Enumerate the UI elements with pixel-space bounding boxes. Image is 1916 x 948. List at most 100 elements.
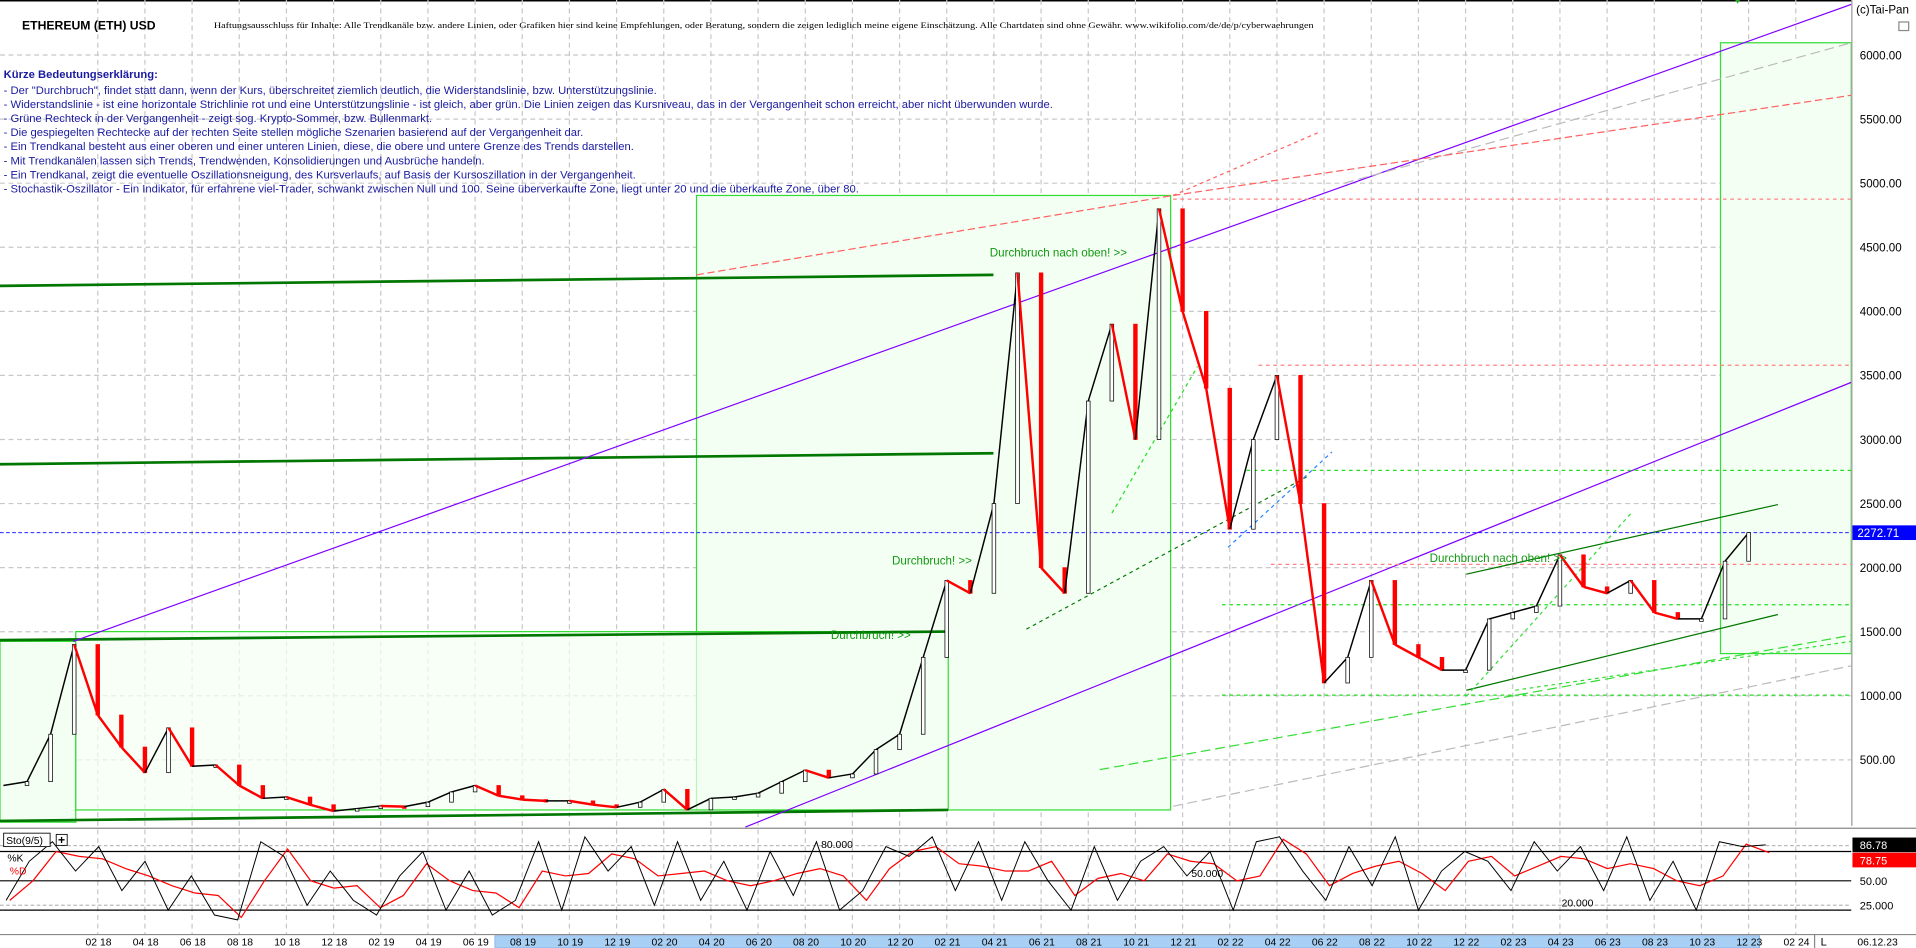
candle xyxy=(1180,208,1185,312)
candle xyxy=(755,792,761,798)
candle xyxy=(1652,580,1657,613)
price-segment xyxy=(734,792,759,798)
candle xyxy=(119,714,124,748)
plus-icon[interactable]: + xyxy=(58,833,65,847)
y-tick-label: 4500.00 xyxy=(1860,242,1902,255)
price-segment xyxy=(592,803,617,809)
x-tick-label: 08 22 xyxy=(1359,938,1385,948)
candle xyxy=(1086,400,1091,594)
candle xyxy=(48,733,53,783)
x-tick-label: 04 22 xyxy=(1265,938,1291,948)
price-segment xyxy=(1583,585,1608,595)
price-segment xyxy=(969,503,995,594)
collapse-button[interactable] xyxy=(1898,21,1910,32)
candle xyxy=(944,580,949,658)
legend-line: - Der "Durchbruch", findet statt dann, w… xyxy=(4,85,657,97)
bull-rect-projection xyxy=(1719,42,1852,655)
price-segment xyxy=(898,657,924,735)
price-segment xyxy=(1323,656,1349,684)
candle xyxy=(1675,612,1681,620)
price-segment xyxy=(922,580,948,658)
k-label: %K xyxy=(7,853,23,864)
disclaimer-text: Haftungsausschluss für Inhalte: Alle Tre… xyxy=(214,20,1315,30)
candle xyxy=(1038,272,1044,569)
bull-rect-2017 xyxy=(0,640,77,823)
x-tick-label: 06 18 xyxy=(180,938,206,948)
y-tick-label: 3500.00 xyxy=(1860,370,1902,383)
price-segment xyxy=(1181,310,1208,389)
legend-line: - Grüne Rechteck in der Vergangenheit - … xyxy=(4,113,432,125)
marker-triangle-icon xyxy=(1735,0,1741,4)
price-segment xyxy=(875,733,900,751)
d-label: %D xyxy=(10,867,27,878)
x-tick-label: 12 20 xyxy=(887,938,913,948)
y-tick-label: 3000.00 xyxy=(1860,434,1902,447)
price-segment xyxy=(946,579,971,595)
candle xyxy=(850,773,855,779)
price-segment xyxy=(286,795,311,806)
candle xyxy=(449,791,454,803)
candle xyxy=(1510,612,1515,620)
legend-line: - Stochastik-Oszillator - Ein Indikator,… xyxy=(4,183,859,195)
candle xyxy=(920,656,926,735)
add-indicator-button[interactable] xyxy=(55,833,68,846)
price-segment xyxy=(333,807,358,812)
y-tick-label: 4000.00 xyxy=(1860,306,1902,319)
candle xyxy=(166,727,171,774)
candle xyxy=(1227,387,1232,530)
stochastic-panel[interactable]: 80.000 50.000 20.000 86.78 78.75 50.00 25.000 xyxy=(0,835,1916,921)
date-range-selection[interactable] xyxy=(494,935,1760,948)
price-segment xyxy=(781,769,806,783)
current-date: 06.12.23 xyxy=(1857,938,1898,948)
candle xyxy=(873,749,879,775)
price-segment xyxy=(1629,579,1656,614)
candle xyxy=(1486,618,1492,671)
price-segment xyxy=(1040,566,1066,595)
scale-mode-button[interactable]: L xyxy=(1821,937,1827,948)
candle xyxy=(95,644,100,716)
price-segment xyxy=(309,803,334,813)
x-tick-label: 02 21 xyxy=(935,938,961,948)
candle xyxy=(425,801,431,808)
last-price-value: 2272.71 xyxy=(1857,527,1899,540)
candle xyxy=(1392,580,1398,645)
price-segment xyxy=(1535,554,1561,607)
price-segment xyxy=(1087,323,1113,402)
price-segment xyxy=(144,727,170,774)
y-tick-label: 500.00 xyxy=(1860,754,1895,767)
legend-line: - Widerstandslinie - ist eine horizontal… xyxy=(4,99,1053,111)
legend-line: - Die gespiegelten Rechtecke auf der rec… xyxy=(4,127,584,139)
candle xyxy=(1628,580,1633,594)
candle xyxy=(237,764,242,786)
candle xyxy=(1369,580,1374,658)
candle xyxy=(1439,656,1445,671)
candle xyxy=(991,503,997,594)
x-tick-label: 08 18 xyxy=(227,938,253,948)
price-segment xyxy=(73,644,99,716)
x-tick-label: 04 19 xyxy=(416,938,442,948)
x-tick-label: 06 21 xyxy=(1029,938,1055,948)
price-segment xyxy=(1370,580,1396,645)
y-tick-label: 5000.00 xyxy=(1860,177,1902,190)
candle xyxy=(590,800,596,806)
stochastic-title-box[interactable] xyxy=(3,832,51,848)
price-axis: 500.00 1000.00 1500.00 2000.00 2500.00 3000.0… xyxy=(1860,49,1902,767)
candle xyxy=(1699,618,1704,622)
copyright-label: (c)Tai-Pan xyxy=(1856,3,1909,16)
x-tick-label: 06 20 xyxy=(746,938,772,948)
price-segment xyxy=(1204,388,1231,530)
legend-line: - Ein Trendkanal, zeigt die eventuelle O… xyxy=(4,169,636,181)
price-segment xyxy=(26,733,52,782)
x-tick-label: 12 19 xyxy=(604,938,630,948)
x-tick-label: 06 23 xyxy=(1595,938,1621,948)
candle xyxy=(1321,503,1327,684)
candle xyxy=(637,801,643,808)
stochastic-level-label: 20.000 xyxy=(1562,898,1594,909)
stochastic-k-line xyxy=(5,835,1766,921)
price-segment xyxy=(1016,272,1043,568)
x-tick-label: 10 20 xyxy=(840,938,866,948)
chart-title: ETHEREUM (ETH) USD xyxy=(22,18,156,32)
d-value: 78.75 xyxy=(1860,855,1888,867)
